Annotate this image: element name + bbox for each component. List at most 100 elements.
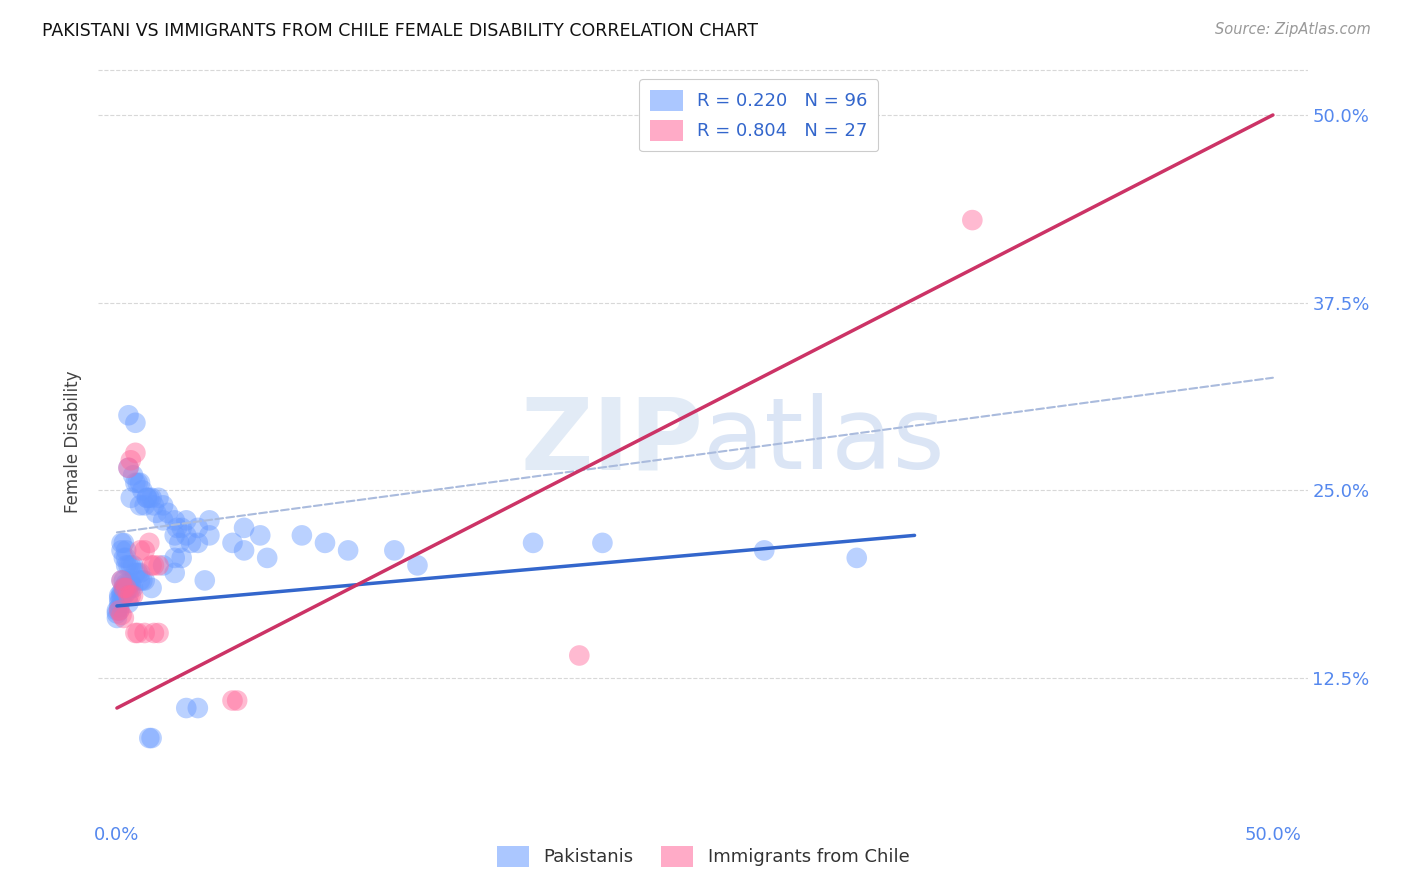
Point	[134, 499, 156, 513]
Point	[117, 409, 139, 423]
Point	[180, 536, 202, 550]
Point	[108, 591, 131, 606]
Point	[124, 416, 146, 430]
Point	[117, 596, 139, 610]
Point	[122, 581, 145, 595]
Point	[382, 543, 405, 558]
Point	[129, 574, 152, 588]
Point	[134, 626, 156, 640]
Point	[120, 558, 142, 573]
Point	[187, 701, 209, 715]
Point	[187, 536, 209, 550]
Point	[291, 528, 314, 542]
Point	[152, 499, 174, 513]
Point	[174, 528, 197, 542]
Point	[194, 574, 217, 588]
Point	[134, 543, 156, 558]
Point	[156, 506, 179, 520]
Point	[131, 483, 153, 498]
Text: atlas: atlas	[703, 393, 945, 490]
Point	[120, 581, 142, 595]
Point	[115, 543, 138, 558]
Point	[163, 550, 186, 565]
Point	[110, 607, 132, 622]
Point	[117, 581, 139, 595]
Point	[112, 585, 135, 599]
Point	[120, 589, 142, 603]
Point	[142, 626, 165, 640]
Point	[112, 581, 135, 595]
Point	[120, 491, 142, 505]
Point	[256, 550, 278, 565]
Point	[169, 536, 191, 550]
Point	[152, 558, 174, 573]
Point	[131, 574, 153, 588]
Point	[120, 576, 142, 591]
Point	[314, 536, 336, 550]
Y-axis label: Female Disability: Female Disability	[65, 370, 83, 513]
Point	[170, 550, 193, 565]
Point	[122, 468, 145, 483]
Point	[105, 603, 128, 617]
Point	[141, 731, 163, 745]
Point	[124, 446, 146, 460]
Point	[129, 499, 152, 513]
Point	[120, 453, 142, 467]
Text: ZIP: ZIP	[520, 393, 703, 490]
Point	[406, 558, 429, 573]
Point	[108, 603, 131, 617]
Point	[226, 693, 249, 707]
Legend: R = 0.220   N = 96, R = 0.804   N = 27: R = 0.220 N = 96, R = 0.804 N = 27	[640, 79, 879, 152]
Point	[148, 558, 170, 573]
Point	[198, 513, 221, 527]
Point	[115, 581, 138, 595]
Point	[124, 566, 146, 580]
Point	[110, 591, 132, 606]
Point	[115, 576, 138, 591]
Point	[117, 589, 139, 603]
Point	[127, 626, 149, 640]
Point	[115, 550, 138, 565]
Point	[249, 528, 271, 542]
Point	[129, 543, 152, 558]
Point	[148, 626, 170, 640]
Point	[112, 589, 135, 603]
Point	[141, 581, 163, 595]
Point	[174, 513, 197, 527]
Point	[221, 693, 243, 707]
Point	[522, 536, 544, 550]
Point	[845, 550, 868, 565]
Point	[138, 731, 160, 745]
Point	[112, 550, 135, 565]
Point	[110, 574, 132, 588]
Point	[105, 611, 128, 625]
Point	[112, 581, 135, 595]
Point	[198, 528, 221, 542]
Point	[134, 574, 156, 588]
Point	[163, 566, 186, 580]
Point	[110, 589, 132, 603]
Point	[108, 600, 131, 615]
Point	[337, 543, 360, 558]
Point	[122, 558, 145, 573]
Point	[124, 626, 146, 640]
Point	[115, 581, 138, 595]
Point	[115, 585, 138, 599]
Point	[138, 536, 160, 550]
Point	[117, 558, 139, 573]
Point	[233, 521, 256, 535]
Point	[141, 558, 163, 573]
Text: PAKISTANI VS IMMIGRANTS FROM CHILE FEMALE DISABILITY CORRELATION CHART: PAKISTANI VS IMMIGRANTS FROM CHILE FEMAL…	[42, 22, 758, 40]
Point	[105, 607, 128, 621]
Point	[108, 603, 131, 617]
Point	[115, 558, 138, 573]
Point	[112, 611, 135, 625]
Point	[962, 213, 984, 227]
Legend: Pakistanis, Immigrants from Chile: Pakistanis, Immigrants from Chile	[489, 838, 917, 874]
Point	[127, 475, 149, 490]
Point	[124, 475, 146, 490]
Point	[141, 491, 163, 505]
Point	[110, 585, 132, 599]
Point	[138, 491, 160, 505]
Point	[136, 491, 159, 505]
